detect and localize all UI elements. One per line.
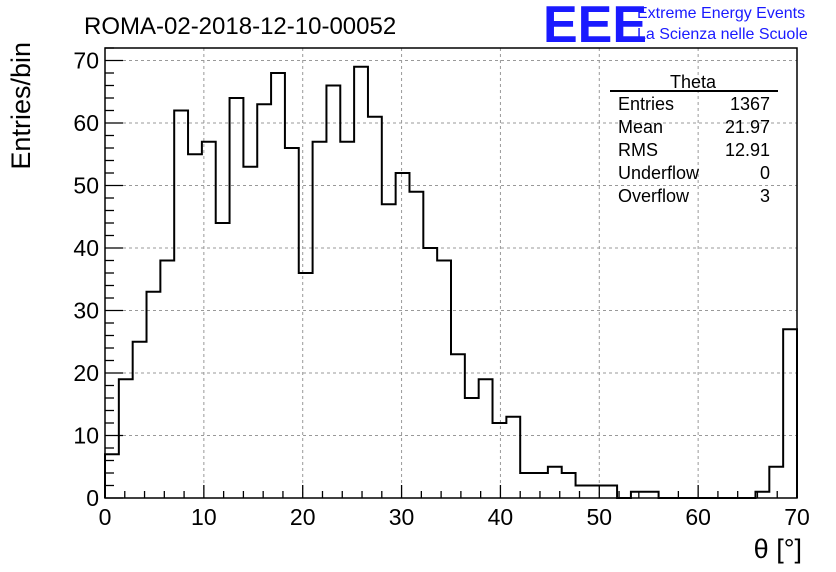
stats-row-value: 12.91 [725, 140, 770, 160]
x-tick-label: 70 [784, 504, 810, 530]
stats-row-label: Overflow [618, 186, 690, 206]
stats-row-label: Underflow [618, 163, 700, 183]
y-tick-label: 0 [86, 485, 99, 511]
y-tick-label: 30 [73, 298, 99, 324]
y-tick-label: 50 [73, 173, 99, 199]
y-axis-label: Entries/bin [6, 42, 36, 170]
x-tick-label: 30 [389, 504, 415, 530]
x-tick-label: 40 [488, 504, 514, 530]
stats-row-value: 3 [760, 186, 770, 206]
eee-logo: EEE Extreme Energy Events La Scienza nel… [543, 0, 808, 54]
histogram-series [104, 65, 798, 499]
y-tick-label: 60 [73, 110, 99, 136]
logo-line-2: La Scienza nelle Scuole [637, 26, 808, 43]
stats-row-value: 0 [760, 163, 770, 183]
chart-title: ROMA-02-2018-12-10-00052 [84, 13, 396, 40]
x-tick-label: 10 [191, 504, 217, 530]
y-axis-ticks: 0 10 20 30 40 50 60 70 [73, 47, 123, 511]
stats-title: Theta [670, 72, 717, 92]
grid-lines [105, 48, 797, 498]
stats-row-label: Mean [618, 117, 663, 137]
logo-mark: EEE [543, 0, 647, 54]
y-tick-label: 70 [73, 48, 99, 74]
x-axis-ticks: 0 10 20 30 40 50 60 70 [99, 485, 810, 530]
x-tick-label: 60 [685, 504, 711, 530]
stats-row-value: 1367 [730, 94, 770, 114]
x-tick-label: 20 [290, 504, 316, 530]
x-tick-label: 50 [586, 504, 612, 530]
stats-row-value: 21.97 [725, 117, 770, 137]
stats-row-label: RMS [618, 140, 658, 160]
y-tick-label: 40 [73, 235, 99, 261]
x-tick-label: 0 [99, 504, 112, 530]
stats-row-label: Entries [618, 94, 674, 114]
x-axis-label: θ [°] [754, 534, 802, 564]
y-tick-label: 20 [73, 360, 99, 386]
y-tick-label: 10 [73, 423, 99, 449]
stats-box: Theta Entries 1367 Mean 21.97 RMS 12.91 Underf… [610, 72, 778, 206]
logo-line-1: Extreme Energy Events [637, 5, 805, 22]
